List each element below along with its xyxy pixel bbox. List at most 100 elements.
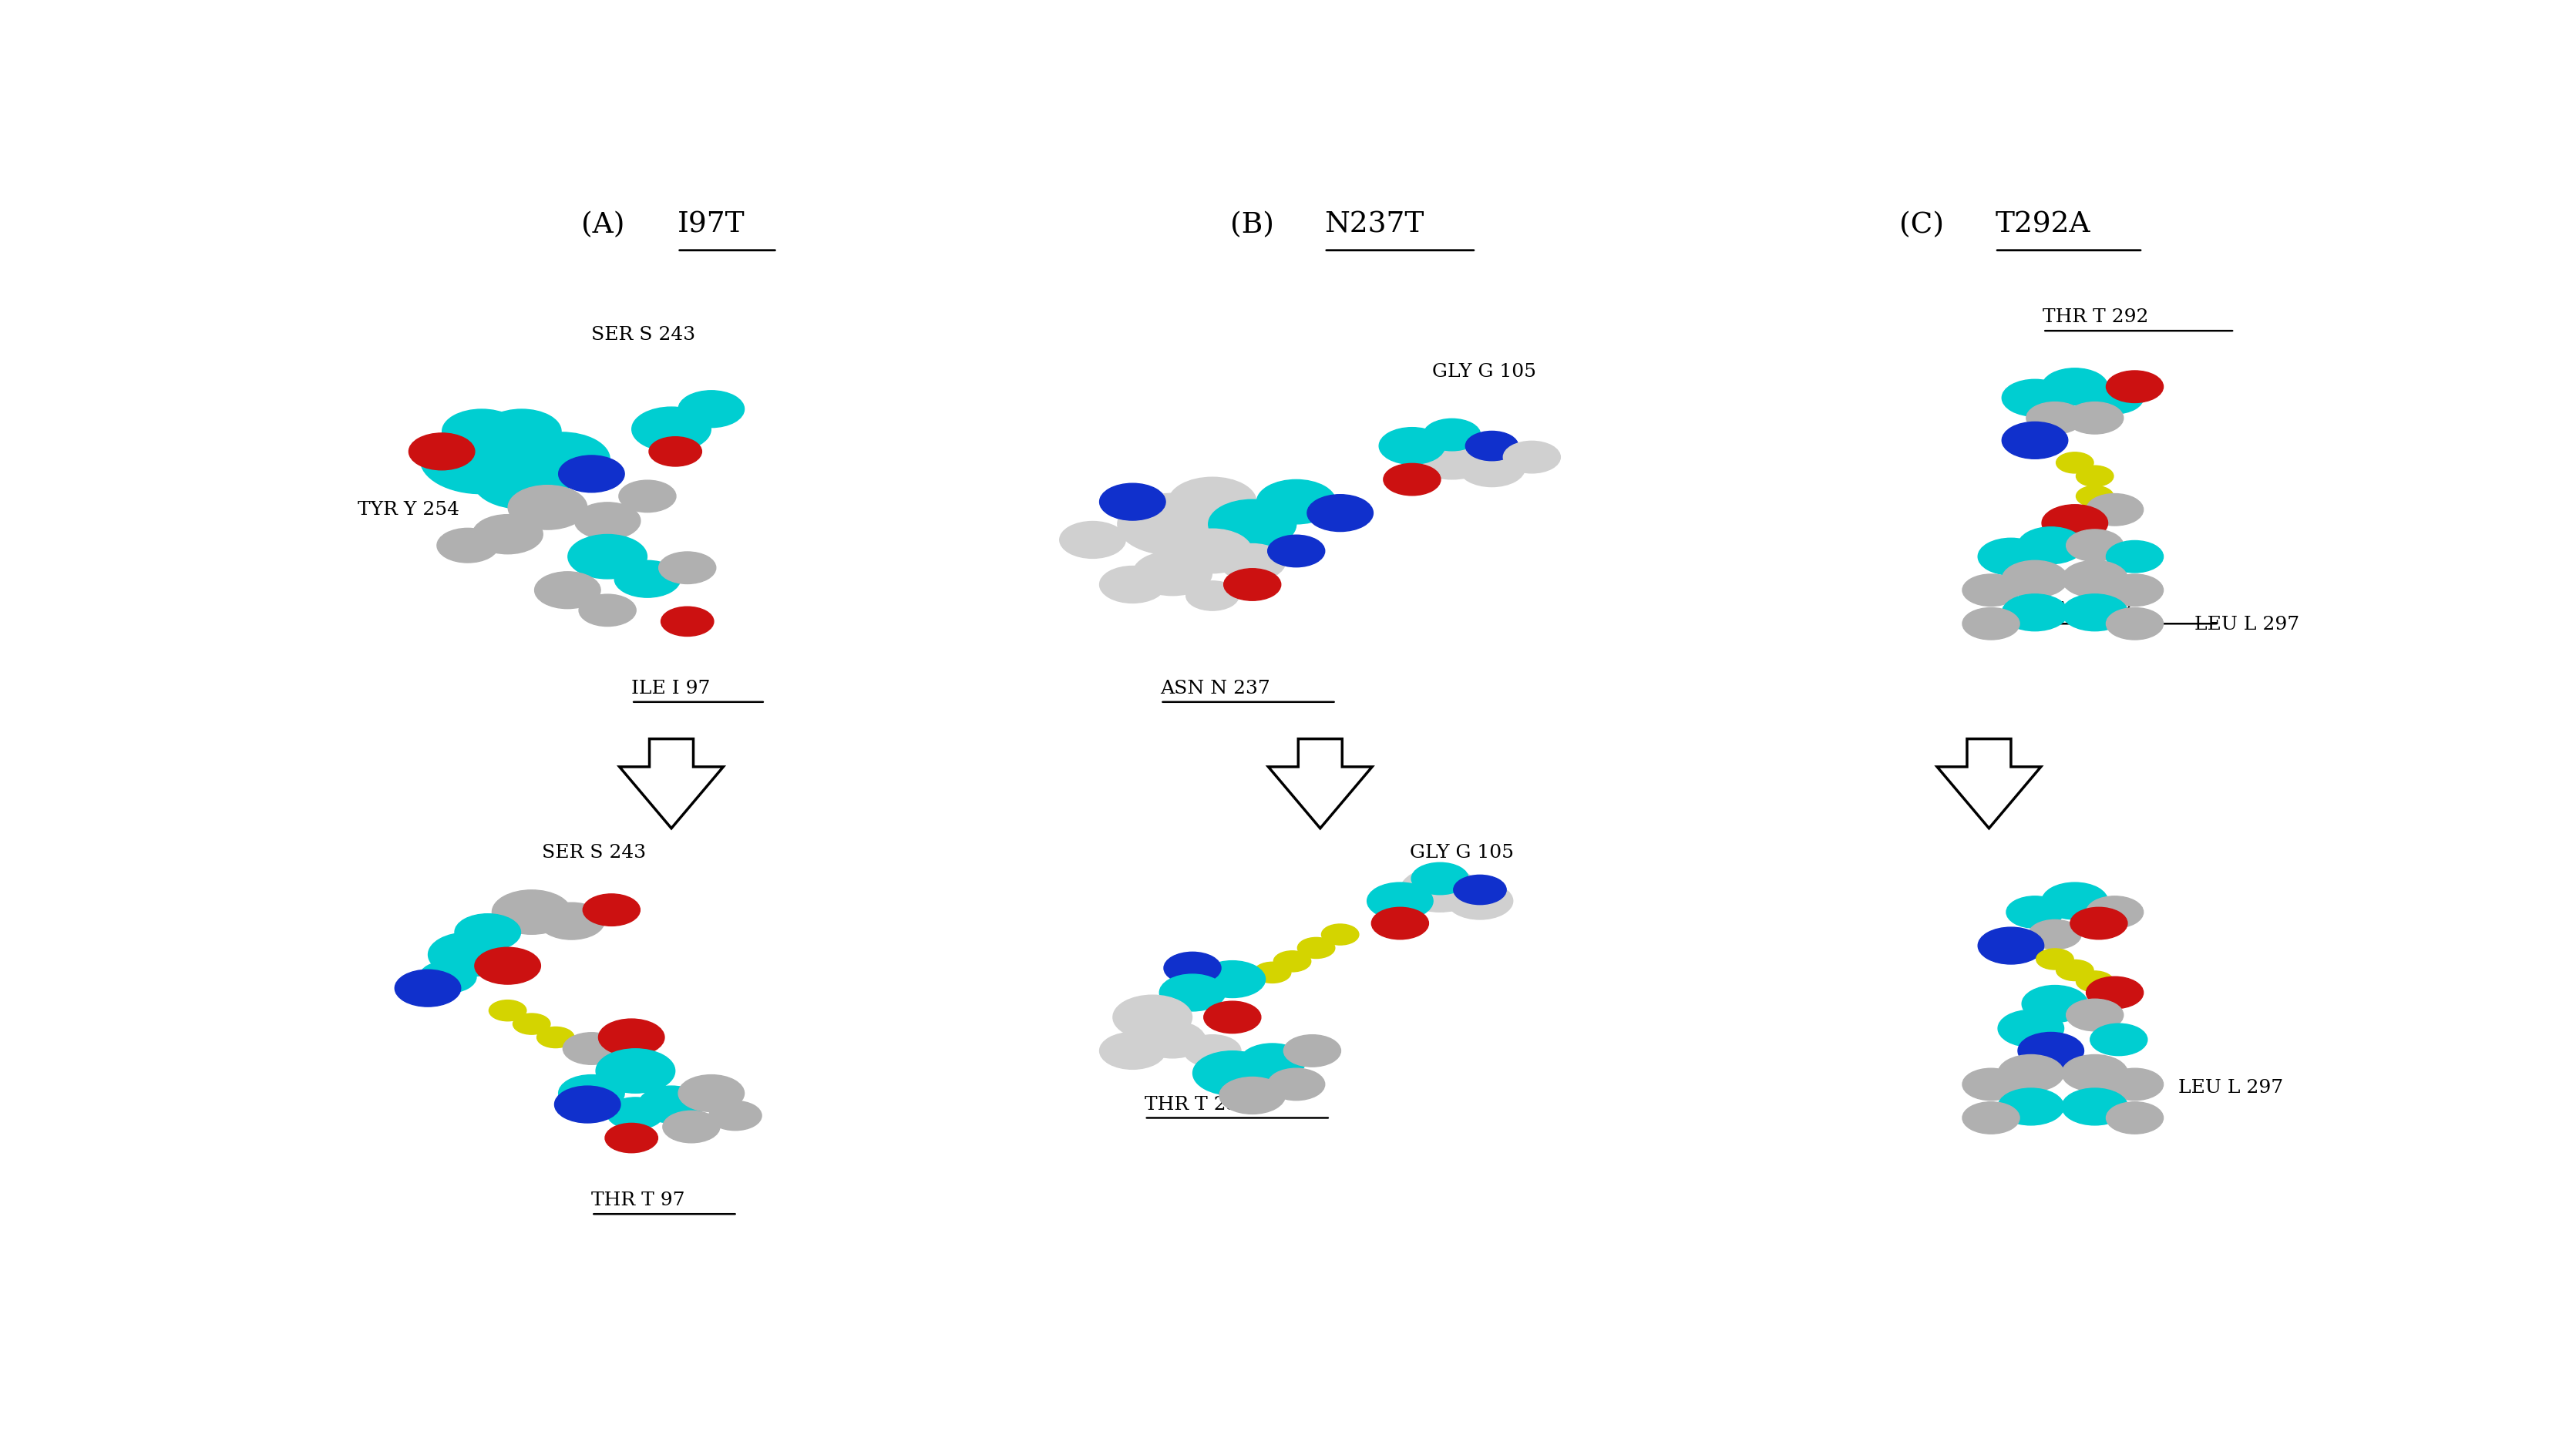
Circle shape — [662, 607, 714, 636]
Circle shape — [1172, 529, 1252, 574]
Circle shape — [420, 425, 544, 494]
Polygon shape — [1937, 739, 2040, 828]
Circle shape — [616, 560, 680, 597]
Text: N237T: N237T — [1324, 211, 1425, 240]
Circle shape — [1185, 581, 1239, 610]
Text: GLY G 105: GLY G 105 — [1409, 844, 1515, 861]
Circle shape — [536, 1027, 574, 1048]
Circle shape — [2061, 560, 2128, 597]
Circle shape — [2017, 527, 2084, 563]
Circle shape — [2043, 505, 2107, 542]
Circle shape — [1963, 1102, 2020, 1134]
Circle shape — [1999, 1054, 2063, 1092]
Text: THR T 97: THR T 97 — [592, 1192, 685, 1210]
Circle shape — [438, 529, 500, 562]
Circle shape — [2107, 574, 2164, 605]
Circle shape — [2107, 1069, 2164, 1101]
Circle shape — [1100, 484, 1164, 520]
Circle shape — [2061, 1054, 2128, 1092]
Circle shape — [536, 572, 600, 608]
Circle shape — [649, 437, 701, 466]
Circle shape — [2061, 594, 2128, 632]
Text: THR T 292: THR T 292 — [2043, 308, 2148, 327]
Text: (A): (A) — [582, 211, 634, 240]
Circle shape — [1100, 1032, 1164, 1069]
Circle shape — [1368, 883, 1432, 919]
Text: T292A: T292A — [1994, 211, 2089, 240]
Circle shape — [574, 502, 641, 539]
Circle shape — [489, 1000, 526, 1021]
Circle shape — [2107, 608, 2164, 640]
Circle shape — [1159, 974, 1226, 1011]
Circle shape — [2066, 402, 2123, 434]
Circle shape — [598, 1019, 665, 1056]
Circle shape — [1978, 539, 2043, 575]
Circle shape — [1218, 1077, 1285, 1114]
Circle shape — [2066, 999, 2123, 1031]
Circle shape — [1383, 463, 1440, 495]
Text: GLY G 105: GLY G 105 — [1432, 363, 1535, 380]
Circle shape — [2007, 896, 2063, 928]
Circle shape — [538, 903, 605, 939]
Circle shape — [420, 961, 477, 993]
Circle shape — [2027, 919, 2081, 950]
Circle shape — [1412, 436, 1492, 479]
Text: LEU L 297: LEU L 297 — [2195, 616, 2300, 633]
Circle shape — [559, 456, 623, 492]
Circle shape — [677, 1074, 744, 1112]
Circle shape — [513, 433, 611, 486]
Text: SER S 243: SER S 243 — [592, 327, 696, 344]
Circle shape — [1255, 963, 1291, 983]
Circle shape — [394, 970, 461, 1006]
Circle shape — [474, 454, 569, 508]
Circle shape — [1203, 1002, 1260, 1034]
Circle shape — [1133, 552, 1211, 595]
Circle shape — [2107, 540, 2164, 572]
Circle shape — [2066, 530, 2123, 562]
Circle shape — [582, 894, 639, 926]
Circle shape — [1164, 953, 1221, 984]
Circle shape — [1425, 418, 1481, 450]
Circle shape — [631, 407, 711, 452]
Circle shape — [567, 534, 647, 579]
Circle shape — [2056, 960, 2094, 980]
Circle shape — [2035, 948, 2074, 970]
Text: ASN N 237: ASN N 237 — [1159, 680, 1270, 697]
Text: ILE I 97: ILE I 97 — [631, 680, 711, 697]
Circle shape — [2076, 486, 2112, 507]
Circle shape — [492, 890, 572, 934]
Circle shape — [708, 1101, 762, 1131]
Circle shape — [1200, 961, 1265, 998]
Circle shape — [1118, 494, 1226, 555]
Circle shape — [1170, 478, 1257, 527]
Polygon shape — [1267, 739, 1373, 828]
Circle shape — [507, 485, 587, 530]
Circle shape — [1273, 951, 1311, 971]
Circle shape — [513, 1013, 551, 1034]
Circle shape — [2076, 971, 2112, 992]
Circle shape — [443, 409, 520, 453]
Circle shape — [1504, 441, 1561, 473]
Circle shape — [1963, 574, 2020, 605]
Circle shape — [1999, 1011, 2063, 1047]
Text: SER S 243: SER S 243 — [541, 844, 647, 861]
Circle shape — [1139, 1021, 1206, 1059]
Circle shape — [1466, 431, 1517, 460]
Circle shape — [1453, 876, 1507, 905]
Circle shape — [1218, 543, 1285, 581]
Circle shape — [1193, 1051, 1273, 1095]
Text: (C): (C) — [1899, 211, 1953, 240]
Circle shape — [1298, 938, 1334, 958]
Circle shape — [618, 481, 675, 513]
Circle shape — [2087, 896, 2143, 928]
Circle shape — [1113, 995, 1193, 1040]
Text: THR T 237: THR T 237 — [1144, 1096, 1249, 1114]
Circle shape — [1448, 883, 1512, 919]
Circle shape — [1283, 1035, 1340, 1067]
Circle shape — [2087, 382, 2143, 414]
Circle shape — [1978, 928, 2043, 964]
Circle shape — [1401, 868, 1479, 912]
Circle shape — [595, 1048, 675, 1093]
Circle shape — [2043, 369, 2107, 405]
Circle shape — [1999, 1088, 2063, 1125]
